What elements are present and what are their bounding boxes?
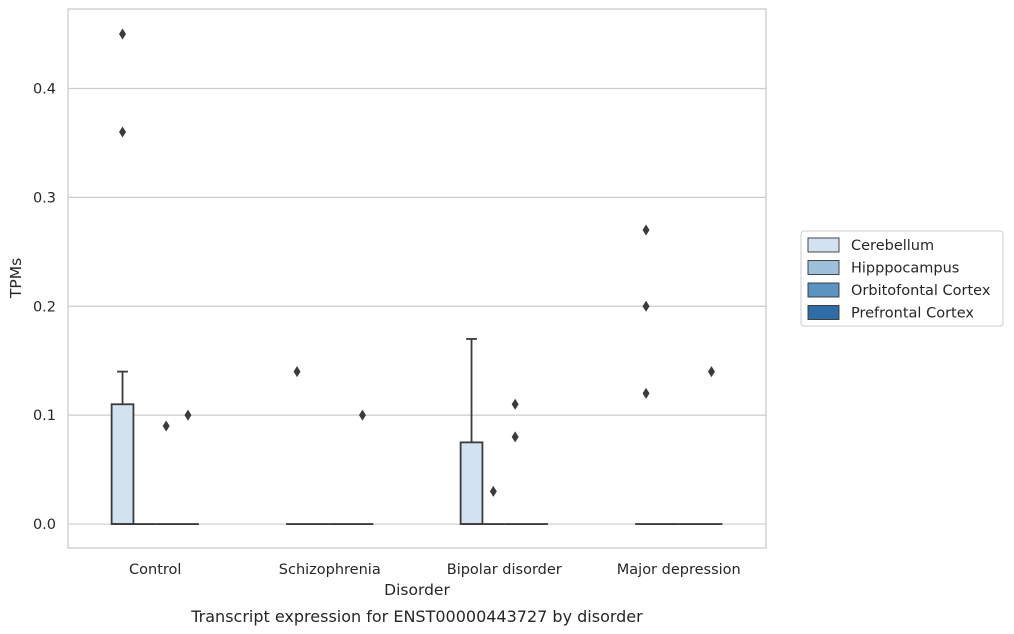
y-axis-label: TPMs bbox=[7, 258, 25, 299]
x-tick-label: Bipolar disorder bbox=[447, 562, 562, 578]
legend-swatch bbox=[807, 305, 840, 320]
legend-label: Hipppocampus bbox=[851, 261, 959, 277]
x-axis-label: Disorder bbox=[384, 581, 450, 599]
y-tick-labels: 0.0 0.1 0.2 0.3 0.4 bbox=[33, 81, 56, 533]
outlier-point bbox=[642, 300, 650, 312]
outlier-point bbox=[642, 224, 650, 236]
box-group bbox=[635, 224, 657, 525]
plot-frame bbox=[67, 8, 767, 549]
box-group bbox=[155, 420, 178, 525]
legend-swatch bbox=[807, 282, 840, 298]
box-group bbox=[351, 409, 374, 525]
x-tick-label: Schizophrenia bbox=[279, 562, 381, 578]
legend-frame bbox=[800, 230, 1004, 327]
y-tick-label: 0.1 bbox=[33, 408, 56, 424]
outlier-point bbox=[119, 28, 127, 40]
box-body bbox=[110, 403, 135, 525]
boxes bbox=[110, 28, 723, 525]
legend-swatch bbox=[807, 237, 840, 253]
box-group bbox=[482, 485, 505, 525]
box-group bbox=[504, 398, 527, 525]
gridlines bbox=[68, 87, 766, 525]
outlier-point bbox=[707, 366, 715, 378]
y-tick-label: 0.4 bbox=[33, 81, 56, 97]
legend-label: Orbitofontal Cortex bbox=[851, 283, 991, 299]
box-body bbox=[459, 441, 484, 525]
outlier-point bbox=[511, 431, 519, 443]
outlier-point bbox=[119, 126, 127, 138]
legend-label: Prefrontal Cortex bbox=[851, 306, 974, 322]
figure-caption: Transcript expression for ENST0000044372… bbox=[190, 607, 643, 626]
box-group bbox=[700, 366, 723, 525]
x-tick-labels: Control Schizophrenia Bipolar disorder Majo… bbox=[129, 562, 741, 578]
y-tick-label: 0.3 bbox=[33, 190, 56, 206]
box-group bbox=[286, 366, 308, 525]
x-tick-label: Major depression bbox=[617, 562, 741, 578]
outlier-point bbox=[293, 366, 301, 378]
y-tick-label: 0.0 bbox=[33, 517, 56, 533]
outlier-point bbox=[358, 409, 366, 421]
outlier-point bbox=[511, 398, 519, 410]
outlier-point bbox=[184, 409, 192, 421]
box-group bbox=[110, 28, 135, 525]
outlier-point bbox=[489, 485, 497, 497]
x-tick-label: Control bbox=[129, 562, 181, 578]
legend-swatch bbox=[807, 260, 840, 275]
legend-label: Cerebellum bbox=[851, 238, 934, 254]
outlier-point bbox=[642, 387, 650, 399]
legend: Cerebellum Hipppocampus Orbitofontal Corte… bbox=[800, 230, 1004, 327]
box-group bbox=[177, 409, 199, 525]
legend-items: Cerebellum Hipppocampus Orbitofontal Corte… bbox=[807, 237, 991, 322]
box-group bbox=[459, 338, 484, 525]
outlier-point bbox=[162, 420, 170, 432]
y-tick-label: 0.2 bbox=[33, 299, 56, 315]
